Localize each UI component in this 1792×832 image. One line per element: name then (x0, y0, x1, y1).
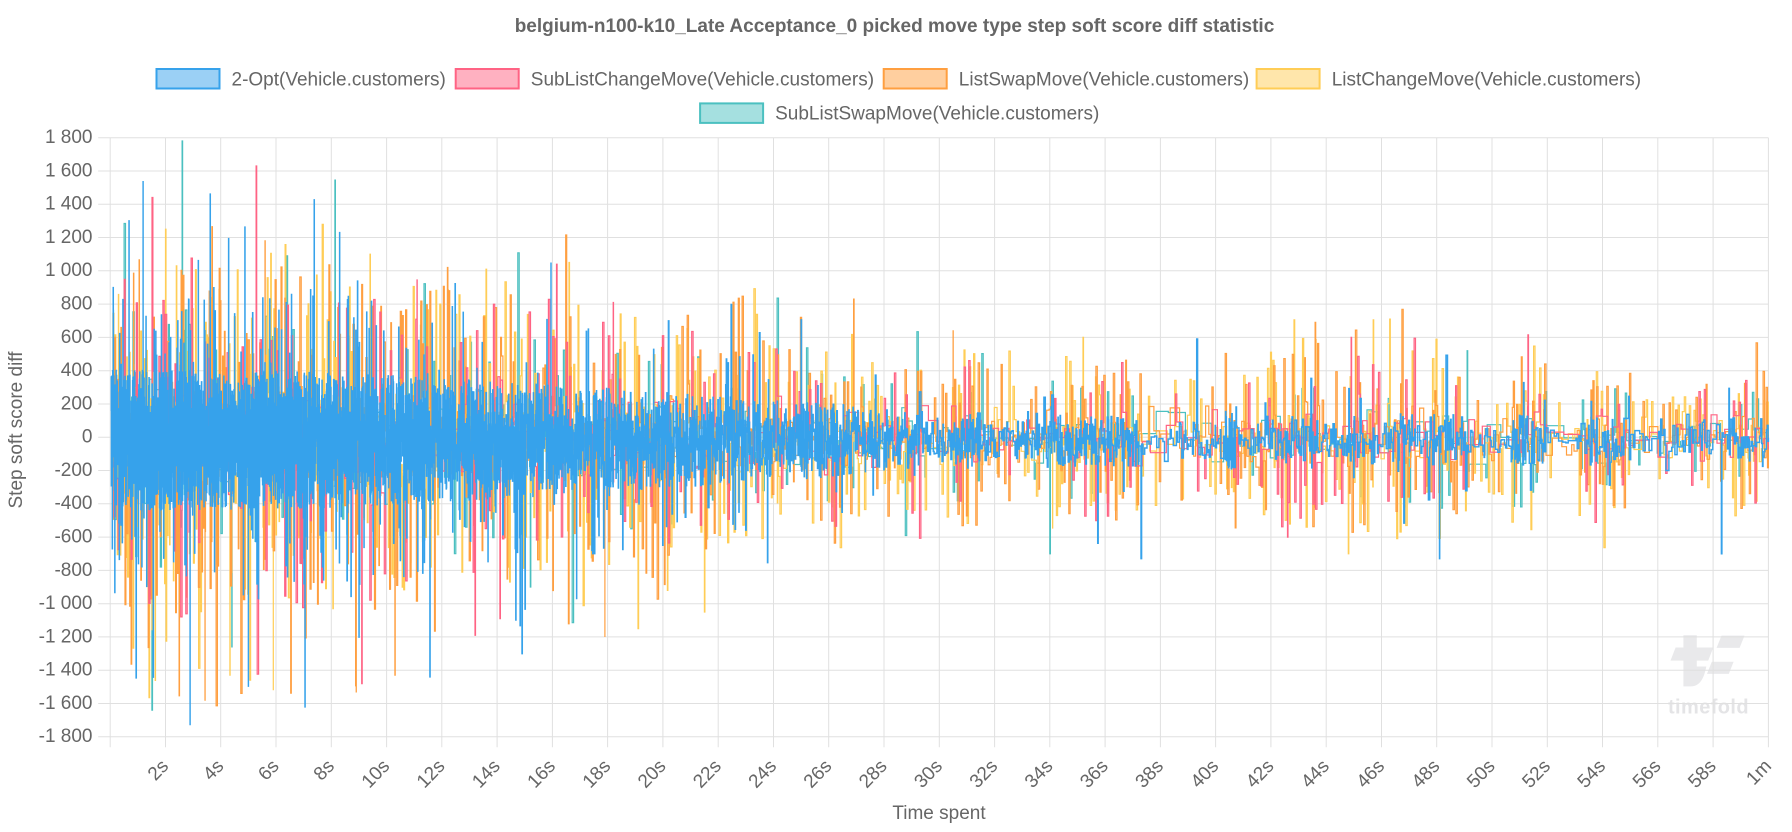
svg-text:-600: -600 (54, 527, 92, 548)
svg-text:-800: -800 (54, 560, 92, 581)
svg-text:1 800: 1 800 (45, 127, 93, 148)
svg-text:800: 800 (61, 294, 93, 315)
svg-text:1 200: 1 200 (45, 227, 93, 248)
svg-text:SubListChangeMove(Vehicle.cust: SubListChangeMove(Vehicle.customers) (531, 69, 874, 90)
svg-text:SubListSwapMove(Vehicle.custom: SubListSwapMove(Vehicle.customers) (775, 104, 1099, 125)
svg-text:-200: -200 (54, 460, 92, 481)
svg-text:Time spent: Time spent (892, 803, 986, 824)
svg-text:timefold: timefold (1668, 697, 1749, 719)
svg-text:-400: -400 (54, 493, 92, 514)
svg-text:Step soft score diff: Step soft score diff (6, 351, 27, 509)
svg-text:-1 000: -1 000 (39, 593, 93, 614)
svg-text:-1 400: -1 400 (39, 660, 93, 681)
svg-text:200: 200 (61, 393, 93, 414)
svg-text:belgium-n100-k10_Late Acceptan: belgium-n100-k10_Late Acceptance_0 picke… (515, 16, 1275, 37)
svg-text:400: 400 (61, 360, 93, 381)
svg-text:-1 800: -1 800 (39, 726, 93, 747)
svg-text:1 400: 1 400 (45, 194, 93, 215)
svg-text:600: 600 (61, 327, 93, 348)
svg-text:0: 0 (82, 427, 93, 448)
svg-text:-1 600: -1 600 (39, 693, 93, 714)
svg-text:ListSwapMove(Vehicle.customers: ListSwapMove(Vehicle.customers) (959, 69, 1249, 90)
svg-text:ListChangeMove(Vehicle.custome: ListChangeMove(Vehicle.customers) (1332, 69, 1641, 90)
svg-text:2-Opt(Vehicle.customers): 2-Opt(Vehicle.customers) (232, 69, 446, 90)
svg-text:1 000: 1 000 (45, 260, 93, 281)
svg-text:1 600: 1 600 (45, 160, 93, 181)
svg-text:-1 200: -1 200 (39, 626, 93, 647)
